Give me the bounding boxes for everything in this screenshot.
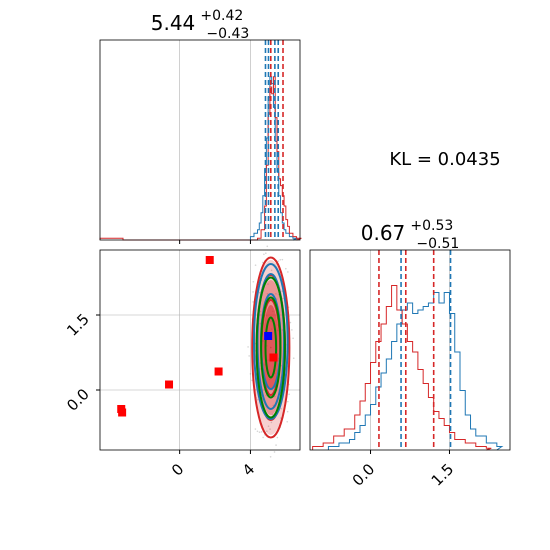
green-contour-line-2 — [255, 276, 286, 419]
scatter-point — [263, 253, 265, 256]
joint-frame — [99, 249, 301, 451]
blue-square-marker — [264, 332, 273, 340]
red-square-marker-1 — [214, 367, 223, 376]
green-contour-line-1 — [260, 296, 282, 399]
param2-hist-red — [312, 285, 492, 451]
scatter-point — [248, 355, 250, 357]
param2-title: 0.67 +0.53 −0.51 — [361, 215, 460, 252]
kl-annotation: KL = 0.0435 — [389, 149, 500, 170]
scatter-point — [272, 404, 275, 407]
red-square-marker-0 — [205, 256, 214, 264]
joint-panel: 0 4 0.0 1.5 — [63, 234, 301, 480]
scatter-point — [269, 428, 271, 430]
scatter-point — [265, 394, 267, 397]
scatter-point — [287, 400, 289, 403]
scatter-point — [267, 425, 270, 428]
scatter-point — [288, 393, 290, 396]
param1-hist-red — [99, 76, 302, 241]
red-square-marker-2 — [165, 380, 174, 389]
scatter-point — [292, 337, 294, 340]
scatter-point — [271, 413, 274, 416]
scatter-point — [286, 420, 289, 423]
scatter-point — [270, 234, 272, 236]
param2-title-median: 0.67 — [361, 221, 406, 245]
param2-xtick-label-1: 1.5 — [428, 460, 458, 490]
scatter-point — [273, 451, 276, 453]
scatter-point — [260, 431, 263, 433]
scatter-point — [252, 280, 255, 283]
scatter-point — [277, 260, 280, 262]
scatter-point — [266, 430, 268, 433]
param1-title: 5.44 +0.42 −0.43 — [151, 5, 250, 42]
scatter-point — [287, 271, 289, 273]
joint-ytick-label-1: 1.5 — [63, 310, 93, 340]
red-square-marker-4 — [118, 408, 127, 417]
param2-frame — [309, 249, 511, 451]
scatter-point — [275, 293, 277, 295]
param2-xtick-label-0: 0.0 — [349, 460, 379, 490]
scatter-point — [281, 258, 284, 261]
scatter-point — [247, 346, 249, 348]
scatter-point — [267, 283, 269, 285]
scatter-point — [275, 444, 277, 446]
scatter-point — [259, 310, 262, 313]
scatter-point — [261, 261, 264, 264]
scatter-point — [291, 329, 293, 331]
scatter-point — [276, 436, 279, 439]
scatter-point — [289, 321, 292, 324]
joint-xtick-label-1: 4 — [239, 460, 258, 479]
marginal-panel-param1 — [99, 39, 302, 244]
param1-title-minus: −0.43 — [206, 26, 249, 42]
scatter-point — [254, 428, 257, 430]
param1-hist-blue — [249, 76, 299, 241]
scatter-point — [277, 293, 280, 296]
param1-title-plus: +0.42 — [200, 8, 243, 24]
scatter-point — [270, 421, 273, 424]
joint-ytick-label-0: 0.0 — [63, 385, 93, 415]
scatter-point — [274, 395, 276, 398]
scatter-point — [292, 357, 295, 359]
scatter-point — [259, 368, 261, 370]
scatter-point — [252, 291, 254, 293]
red-square-marker-5 — [269, 353, 278, 362]
scatter-point — [249, 373, 252, 375]
scatter-point — [285, 267, 287, 270]
green-contour-line-0 — [264, 316, 278, 379]
scatter-point — [258, 291, 261, 294]
red-contour-line-2 — [251, 256, 291, 439]
scatter-point — [281, 329, 284, 331]
param2-title-plus: +0.53 — [410, 218, 453, 234]
scatter-point — [282, 297, 284, 300]
scatter-point — [266, 292, 269, 295]
scatter-point — [258, 431, 261, 434]
marginal-panel-param2: 0.0 1.5 — [309, 249, 511, 490]
scatter-point — [256, 430, 259, 433]
scatter-point — [286, 410, 289, 413]
scatter-point — [270, 269, 273, 272]
scatter-point — [252, 301, 254, 303]
scatter-point — [269, 455, 272, 458]
scatter-point — [268, 239, 270, 242]
scatter-point — [254, 264, 257, 266]
param2-hist-blue — [327, 292, 504, 451]
scatter-point — [262, 436, 264, 439]
blue-contour-line-2 — [252, 263, 289, 420]
param1-frame — [99, 39, 301, 241]
param2-title-minus: −0.51 — [416, 236, 459, 252]
scatter-point — [265, 252, 267, 254]
scatter-point — [257, 398, 259, 401]
param1-title-median: 5.44 — [151, 11, 196, 35]
scatter-point — [266, 245, 269, 248]
joint-xtick-label-0: 0 — [168, 460, 187, 479]
scatter-point — [280, 407, 282, 410]
scatter-point — [279, 258, 282, 261]
